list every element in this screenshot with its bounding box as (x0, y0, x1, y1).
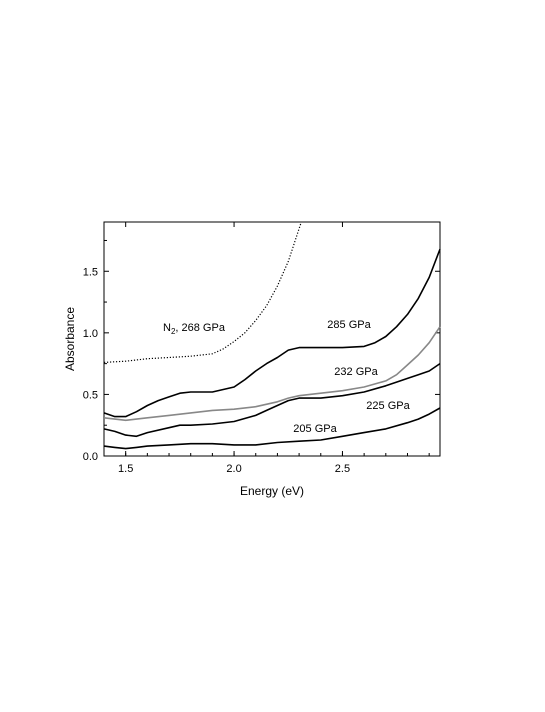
x-axis-title: Energy (eV) (240, 484, 304, 498)
series-label-n2-main: N (163, 322, 171, 334)
y-axis: 0.0 0.5 1.0 1.5 (83, 239, 440, 463)
plot-frame (103, 221, 441, 457)
y-tick-label: 0.0 (83, 451, 98, 463)
series-label-205: 205 GPa (293, 423, 337, 435)
x-tick-label: 1.5 (118, 463, 133, 475)
series-label-n2-rest: , 268 GPa (175, 322, 225, 334)
y-axis-title: Absorbance (63, 307, 77, 371)
series-label-285: 285 GPa (327, 319, 371, 331)
y-tick-label: 1.5 (83, 266, 98, 278)
series-group (103, 221, 441, 450)
series-line-2 (103, 326, 441, 422)
series-label-n2: N2, 268 GPa (163, 322, 226, 336)
series-line-4 (103, 407, 441, 450)
series-label-225: 225 GPa (366, 400, 410, 412)
series-line-1 (103, 248, 441, 418)
series-line-0 (103, 221, 302, 363)
series-label-232: 232 GPa (334, 366, 378, 378)
y-tick-label: 1.0 (83, 328, 98, 340)
y-tick-label: 0.5 (83, 389, 98, 401)
x-axis: 1.5 2.0 2.5 (118, 222, 430, 475)
x-tick-label: 2.5 (335, 463, 350, 475)
series-line-3 (103, 362, 441, 438)
series-label-n2-sub: 2 (171, 327, 176, 336)
x-tick-label: 2.0 (226, 463, 241, 475)
